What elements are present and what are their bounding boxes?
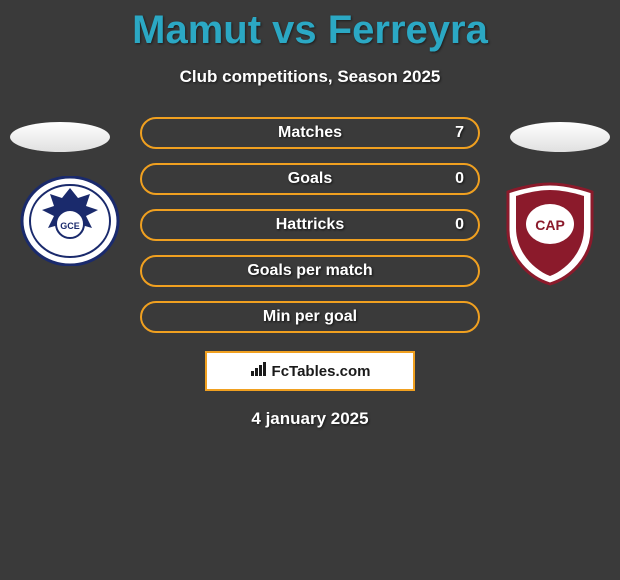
club-badge-left: GCE bbox=[20, 176, 120, 266]
stat-row-hattricks: Hattricks 0 bbox=[140, 209, 480, 241]
stat-label: Min per goal bbox=[263, 308, 357, 326]
stat-label: Goals bbox=[288, 170, 332, 188]
stat-row-goals-per-match: Goals per match bbox=[140, 255, 480, 287]
club-badge-right: CAP bbox=[500, 180, 600, 286]
stat-value-right: 0 bbox=[455, 170, 464, 188]
stat-label: Goals per match bbox=[247, 262, 372, 280]
stat-label: Hattricks bbox=[276, 216, 344, 234]
stat-row-matches: Matches 7 bbox=[140, 117, 480, 149]
subtitle: Club competitions, Season 2025 bbox=[0, 67, 620, 87]
stat-label: Matches bbox=[278, 124, 342, 142]
player-avatar-right bbox=[510, 122, 610, 152]
stat-row-min-per-goal: Min per goal bbox=[140, 301, 480, 333]
stat-value-right: 7 bbox=[455, 124, 464, 142]
svg-text:GCE: GCE bbox=[60, 221, 80, 231]
stat-row-goals: Goals 0 bbox=[140, 163, 480, 195]
chart-icon bbox=[250, 361, 268, 382]
stat-value-right: 0 bbox=[455, 216, 464, 234]
page-title: Mamut vs Ferreyra bbox=[0, 0, 620, 53]
fctables-attribution: FcTables.com bbox=[205, 351, 415, 391]
player-avatar-left bbox=[10, 122, 110, 152]
svg-text:CAP: CAP bbox=[535, 217, 565, 233]
stats-container: Matches 7 Goals 0 Hattricks 0 Goals per … bbox=[140, 117, 480, 333]
date-text: 4 january 2025 bbox=[0, 409, 620, 429]
fctables-label: FcTables.com bbox=[272, 363, 371, 380]
